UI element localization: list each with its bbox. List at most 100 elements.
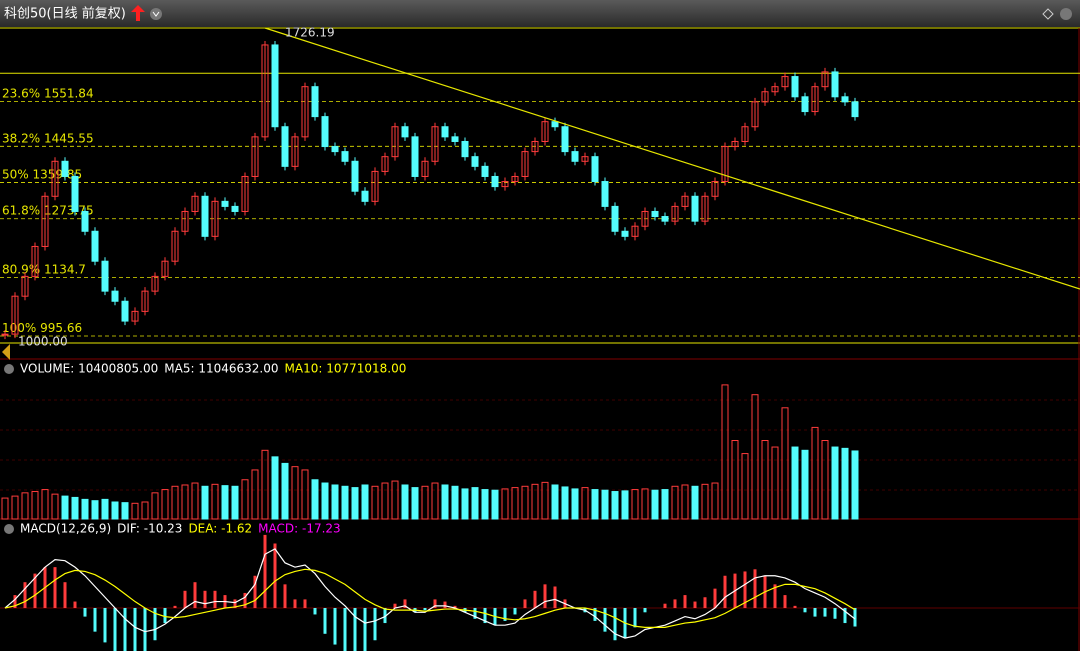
plot-area: 23.6% 1551.84 38.2% 1445.55 50% 1359.85 61.… xyxy=(0,26,1080,651)
macd-bar xyxy=(723,575,727,608)
volume-bar xyxy=(331,484,339,520)
volume-bar xyxy=(711,482,719,520)
volume-bar xyxy=(641,488,649,520)
legend-entry: MA5: 11046632.00 xyxy=(164,362,278,376)
volume-bar xyxy=(531,483,539,520)
macd-bar xyxy=(163,608,167,624)
latest-marker xyxy=(2,344,10,360)
macd-bar xyxy=(143,608,147,651)
volume-bar xyxy=(591,489,599,520)
macd-bar xyxy=(483,608,487,624)
macd-bar xyxy=(543,584,547,608)
header-bar xyxy=(0,0,1080,27)
fib-price: 1134.7 xyxy=(44,262,86,276)
macd-bar xyxy=(63,582,67,608)
volume-bar xyxy=(161,489,169,520)
volume-bar xyxy=(241,479,249,520)
volume-bar xyxy=(81,498,89,520)
macd-bar xyxy=(453,605,457,608)
macd-bar xyxy=(513,608,517,615)
macd-bar xyxy=(53,567,57,608)
fib-price: 1445.55 xyxy=(44,131,94,145)
volume-bar xyxy=(491,489,499,520)
menu-button[interactable] xyxy=(150,8,162,20)
volume-bar xyxy=(371,485,379,520)
legend-entry: MACD: -17.23 xyxy=(258,522,341,536)
macd-bar xyxy=(133,608,137,651)
volume-bar xyxy=(51,493,59,520)
volume-bar xyxy=(101,498,109,520)
macd-bar xyxy=(183,590,187,608)
volume-bar xyxy=(411,487,419,520)
volume-bar xyxy=(231,485,239,520)
diamond-button[interactable] xyxy=(1042,8,1054,20)
macd-bar xyxy=(23,582,27,608)
macd-bar xyxy=(173,605,177,608)
volume-bar xyxy=(801,449,809,520)
volume-bar xyxy=(131,502,139,520)
volume-bar xyxy=(261,449,269,520)
volume-bar xyxy=(761,440,769,520)
macd-bar xyxy=(803,608,807,613)
bottom-label: 1000.00 xyxy=(18,335,68,349)
volume-bar xyxy=(61,495,69,520)
macd-bar xyxy=(313,608,317,615)
macd-bar xyxy=(523,599,527,608)
volume-bar xyxy=(451,485,459,520)
volume-bar xyxy=(791,446,799,520)
macd-bar xyxy=(403,599,407,608)
macd-bar xyxy=(593,608,597,621)
volume-bar xyxy=(41,489,49,520)
macd-bar xyxy=(633,608,637,628)
volume-bar xyxy=(201,485,209,520)
macd-bar xyxy=(263,534,267,608)
macd-bar xyxy=(293,599,297,608)
volume-bar xyxy=(601,489,609,520)
volume-bar xyxy=(821,440,829,520)
macd-bar xyxy=(693,601,697,608)
fib-percent: 80.9% xyxy=(2,262,40,276)
fib-percent: 50% xyxy=(2,167,29,181)
fib-price: 1273.75 xyxy=(44,203,94,217)
volume-bar xyxy=(311,479,319,520)
macd-bar xyxy=(353,608,357,651)
chart-title: 科创50(日线 前复权) xyxy=(4,6,126,22)
fib-percent: 38.2% xyxy=(2,131,40,145)
macd-bar xyxy=(433,599,437,608)
macd-bar xyxy=(243,592,247,608)
volume-bar xyxy=(421,485,429,520)
volume-bar xyxy=(571,488,579,520)
settings-button[interactable] xyxy=(1060,8,1072,20)
volume-bar xyxy=(831,446,839,520)
fib-percent: 100% xyxy=(2,320,36,334)
volume-bar xyxy=(291,466,299,520)
fib-label: 61.8% 1273.75 xyxy=(2,203,94,217)
macd-bar xyxy=(843,608,847,624)
macd-bar xyxy=(663,603,667,608)
legend-entry: MA10: 10771018.00 xyxy=(285,362,407,376)
macd-bar xyxy=(473,608,477,619)
fib-label: 50% 1359.85 xyxy=(2,167,82,181)
fib-price: 1359.85 xyxy=(33,167,83,181)
volume-bar xyxy=(661,489,669,520)
macd-bar xyxy=(773,584,777,608)
volume-bar xyxy=(151,492,159,520)
volume-bar xyxy=(721,384,729,520)
volume-bar xyxy=(71,496,79,520)
volume-bar xyxy=(391,480,399,520)
volume-bar xyxy=(221,485,229,520)
legend-entry: VOLUME: 10400805.00 xyxy=(20,362,158,376)
volume-bar xyxy=(691,485,699,520)
volume-bar xyxy=(121,502,129,520)
macd-bar xyxy=(643,608,647,613)
volume-bar xyxy=(191,482,199,520)
volume-bar xyxy=(851,450,859,520)
macd-bar xyxy=(83,608,87,617)
volume-bar xyxy=(551,484,559,520)
volume-bar xyxy=(811,426,819,520)
macd-bar xyxy=(383,608,387,624)
fib-price: 1551.84 xyxy=(44,86,94,100)
indicator-line xyxy=(4,548,856,639)
